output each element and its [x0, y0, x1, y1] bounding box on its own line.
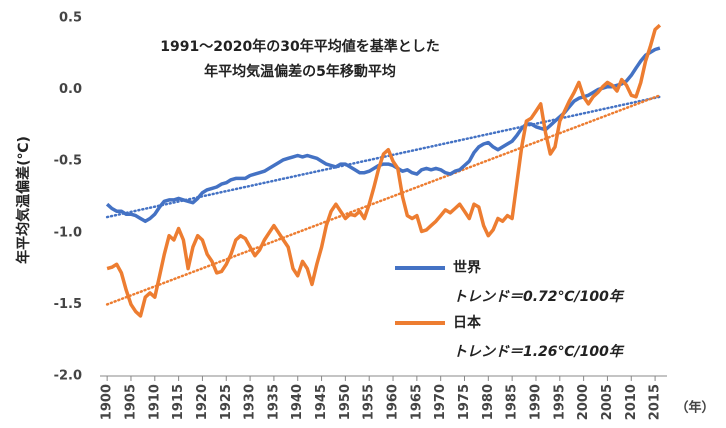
x-tick-label: 1975 — [457, 384, 472, 420]
x-tick-label: 1940 — [290, 384, 305, 420]
legend-label: 日本 — [453, 314, 482, 331]
y-tick-label: -1.0 — [54, 225, 82, 240]
y-tick-label: 0.5 — [59, 11, 82, 26]
x-tick-label: 1945 — [314, 384, 329, 420]
legend-label: 世界 — [453, 259, 482, 276]
x-tick-label: 1970 — [433, 384, 448, 420]
x-tick-label: 1965 — [409, 384, 424, 420]
x-tick-label: 1915 — [171, 384, 186, 420]
data-line — [106, 23, 662, 318]
y-tick-label: -0.5 — [54, 154, 82, 169]
legend-trend: トレンド＝0.72℃/100年 — [453, 288, 625, 305]
y-tick-label: -2.0 — [54, 369, 82, 384]
x-tick-label: 1995 — [552, 384, 567, 420]
chart-title: 1991～2020年の30年平均値を基準とした — [160, 38, 439, 55]
x-axis-label: （年） — [675, 400, 714, 416]
x-tick-label: 2005 — [600, 384, 615, 420]
x-tick-label: 2000 — [576, 384, 591, 420]
x-tick-label: 1930 — [243, 384, 258, 420]
x-tick-label: 1935 — [266, 384, 281, 420]
x-tick-label: 1990 — [528, 384, 543, 420]
x-tick-label: 1985 — [505, 384, 520, 420]
x-tick-label: 2010 — [624, 384, 639, 420]
x-tick-label: 1900 — [100, 384, 115, 420]
legend-trend: トレンド＝1.26℃/100年 — [453, 343, 625, 360]
x-tick-label: 1960 — [386, 384, 401, 420]
y-tick-label: -1.5 — [54, 297, 82, 312]
data-line — [105, 46, 661, 224]
x-tick-label: 1920 — [195, 384, 210, 420]
x-tick-label: 1925 — [219, 384, 234, 420]
x-tick-label: 1910 — [147, 384, 162, 420]
chart-title: 年平均気温偏差の5年移動平均 — [204, 63, 396, 80]
y-axis-label: 年平均気温偏差(℃) — [15, 136, 32, 264]
y-tick-label: 0.0 — [59, 82, 82, 97]
x-tick-label: 1950 — [338, 384, 353, 420]
x-tick-label: 1955 — [362, 384, 377, 420]
x-tick-label: 2015 — [648, 384, 663, 420]
trend-line — [105, 94, 662, 306]
x-tick-label: 1905 — [123, 384, 138, 420]
x-tick-label: 1980 — [481, 384, 496, 420]
